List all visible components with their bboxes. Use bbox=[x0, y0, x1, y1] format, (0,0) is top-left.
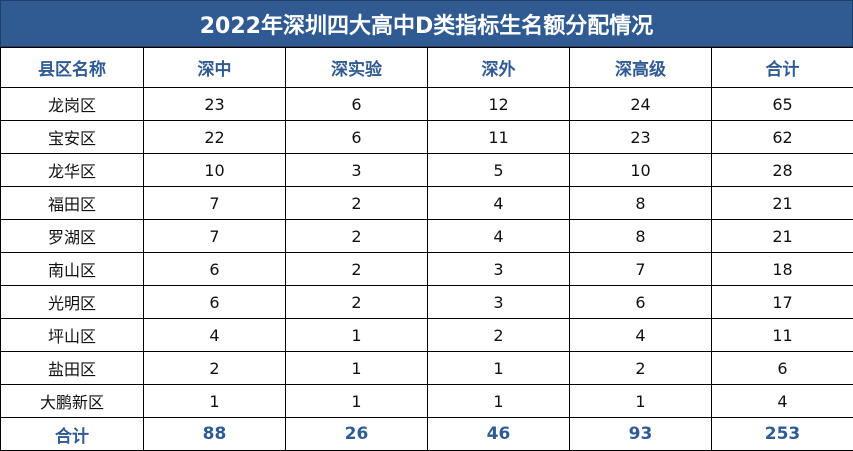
column-header-total: 合计 bbox=[712, 48, 853, 88]
table-row: 福田区 7 2 4 8 21 bbox=[1, 187, 853, 220]
table-row: 坪山区 4 1 2 4 11 bbox=[1, 319, 853, 352]
value-cell: 4 bbox=[428, 187, 570, 220]
value-cell: 7 bbox=[144, 187, 286, 220]
value-cell: 2 bbox=[286, 286, 428, 319]
table-row: 龙岗区 23 6 12 24 65 bbox=[1, 88, 853, 121]
column-header-district: 县区名称 bbox=[1, 48, 144, 88]
total-shenshiyan: 26 bbox=[286, 418, 428, 451]
district-cell: 龙华区 bbox=[1, 154, 144, 187]
value-cell: 6 bbox=[286, 88, 428, 121]
grand-total: 253 bbox=[712, 418, 853, 451]
row-total-cell: 11 bbox=[712, 319, 853, 352]
row-total-cell: 62 bbox=[712, 121, 853, 154]
value-cell: 4 bbox=[570, 319, 712, 352]
row-total-cell: 65 bbox=[712, 88, 853, 121]
value-cell: 3 bbox=[428, 253, 570, 286]
totals-row: 合计 88 26 46 93 253 bbox=[1, 418, 853, 451]
value-cell: 6 bbox=[144, 286, 286, 319]
value-cell: 2 bbox=[286, 187, 428, 220]
district-cell: 南山区 bbox=[1, 253, 144, 286]
district-cell: 光明区 bbox=[1, 286, 144, 319]
district-cell: 大鹏新区 bbox=[1, 385, 144, 418]
value-cell: 2 bbox=[144, 352, 286, 385]
value-cell: 2 bbox=[286, 220, 428, 253]
value-cell: 23 bbox=[144, 88, 286, 121]
district-cell: 坪山区 bbox=[1, 319, 144, 352]
value-cell: 10 bbox=[570, 154, 712, 187]
district-cell: 福田区 bbox=[1, 187, 144, 220]
row-total-cell: 4 bbox=[712, 385, 853, 418]
value-cell: 2 bbox=[428, 319, 570, 352]
value-cell: 7 bbox=[144, 220, 286, 253]
row-total-cell: 28 bbox=[712, 154, 853, 187]
column-header-shenzhong: 深中 bbox=[144, 48, 286, 88]
value-cell: 22 bbox=[144, 121, 286, 154]
table-row: 盐田区 2 1 1 2 6 bbox=[1, 352, 853, 385]
value-cell: 23 bbox=[570, 121, 712, 154]
header-row: 县区名称 深中 深实验 深外 深高级 合计 bbox=[1, 48, 853, 88]
table-row: 南山区 6 2 3 7 18 bbox=[1, 253, 853, 286]
value-cell: 24 bbox=[570, 88, 712, 121]
column-header-shenwai: 深外 bbox=[428, 48, 570, 88]
value-cell: 12 bbox=[428, 88, 570, 121]
column-header-shenshiyan: 深实验 bbox=[286, 48, 428, 88]
row-total-cell: 6 bbox=[712, 352, 853, 385]
row-total-cell: 18 bbox=[712, 253, 853, 286]
value-cell: 1 bbox=[428, 385, 570, 418]
table-row: 罗湖区 7 2 4 8 21 bbox=[1, 220, 853, 253]
total-shenzhong: 88 bbox=[144, 418, 286, 451]
value-cell: 11 bbox=[428, 121, 570, 154]
value-cell: 8 bbox=[570, 220, 712, 253]
table-row: 宝安区 22 6 11 23 62 bbox=[1, 121, 853, 154]
row-total-cell: 21 bbox=[712, 187, 853, 220]
column-header-shengaoji: 深高级 bbox=[570, 48, 712, 88]
value-cell: 6 bbox=[570, 286, 712, 319]
total-shengaoji: 93 bbox=[570, 418, 712, 451]
row-total-cell: 21 bbox=[712, 220, 853, 253]
value-cell: 4 bbox=[144, 319, 286, 352]
value-cell: 3 bbox=[286, 154, 428, 187]
value-cell: 1 bbox=[286, 352, 428, 385]
value-cell: 2 bbox=[570, 352, 712, 385]
row-total-cell: 17 bbox=[712, 286, 853, 319]
value-cell: 1 bbox=[286, 319, 428, 352]
value-cell: 6 bbox=[144, 253, 286, 286]
total-shenwai: 46 bbox=[428, 418, 570, 451]
value-cell: 7 bbox=[570, 253, 712, 286]
value-cell: 1 bbox=[144, 385, 286, 418]
table-row: 龙华区 10 3 5 10 28 bbox=[1, 154, 853, 187]
value-cell: 1 bbox=[286, 385, 428, 418]
value-cell: 5 bbox=[428, 154, 570, 187]
value-cell: 4 bbox=[428, 220, 570, 253]
table-title: 2022年深圳四大高中D类指标生名额分配情况 bbox=[0, 0, 853, 47]
district-cell: 盐田区 bbox=[1, 352, 144, 385]
district-cell: 宝安区 bbox=[1, 121, 144, 154]
district-cell: 罗湖区 bbox=[1, 220, 144, 253]
value-cell: 2 bbox=[286, 253, 428, 286]
value-cell: 6 bbox=[286, 121, 428, 154]
value-cell: 1 bbox=[428, 352, 570, 385]
value-cell: 1 bbox=[570, 385, 712, 418]
district-cell: 龙岗区 bbox=[1, 88, 144, 121]
totals-label: 合计 bbox=[1, 418, 144, 451]
allocation-table: 县区名称 深中 深实验 深外 深高级 合计 龙岗区 23 6 12 24 65 … bbox=[0, 47, 853, 451]
value-cell: 3 bbox=[428, 286, 570, 319]
table-row: 光明区 6 2 3 6 17 bbox=[1, 286, 853, 319]
table-row: 大鹏新区 1 1 1 1 4 bbox=[1, 385, 853, 418]
value-cell: 10 bbox=[144, 154, 286, 187]
value-cell: 8 bbox=[570, 187, 712, 220]
